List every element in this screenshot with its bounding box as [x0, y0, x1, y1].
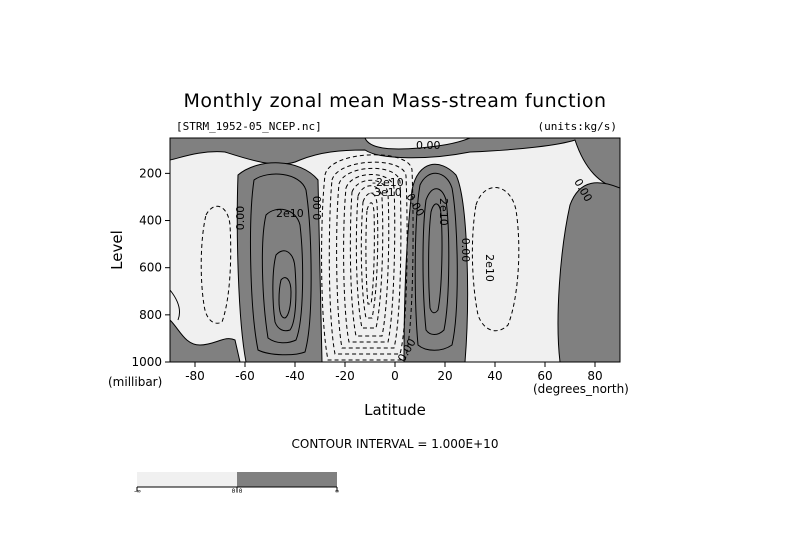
y-units-label: (millibar) — [108, 375, 162, 389]
contour-line — [414, 172, 458, 351]
region-top-positive — [170, 138, 620, 191]
region-northern-polar — [557, 182, 620, 362]
contour-line — [200, 205, 232, 324]
colorbar: -∞ 0.0 ∞ — [133, 472, 339, 495]
y-tick-label: 200 — [139, 166, 162, 180]
y-tick-label: 400 — [139, 214, 162, 228]
chart-title: Monthly zonal mean Mass-stream function — [183, 90, 606, 112]
contour-line — [360, 192, 379, 319]
y-tick-label: 600 — [139, 261, 162, 275]
x-tick-label: 20 — [437, 369, 452, 383]
x-tick-label: 80 — [587, 369, 602, 383]
positive-regions — [170, 138, 620, 362]
x-tick-label: 0 — [391, 369, 399, 383]
contour-line — [336, 167, 402, 349]
x-tick-label: -60 — [235, 369, 255, 383]
colorbar-negative — [137, 472, 237, 487]
region-northern-hadley — [403, 163, 469, 362]
x-tick-label: -40 — [285, 369, 305, 383]
region-south-pole-blob — [170, 319, 241, 362]
units-label: (units:kg/s) — [538, 120, 617, 133]
contour-line — [365, 202, 375, 305]
southern-hadley-contours — [321, 154, 414, 361]
y-tick-label: 800 — [139, 308, 162, 322]
northern-ferrel-contours — [471, 187, 520, 332]
contour-line — [250, 173, 312, 356]
contour-line — [321, 154, 414, 361]
southern-polar-contours — [200, 205, 232, 324]
x-tick-label: -80 — [185, 369, 205, 383]
x-axis-label: Latitude — [364, 401, 426, 419]
x-axis: -80 -60 -40 -20 0 20 40 60 80 — [185, 362, 603, 383]
contour-label: -3e10 — [370, 186, 402, 199]
contour-label: -2e10 — [372, 176, 404, 189]
region-southern-ferrel — [236, 162, 323, 362]
zero-contour-west — [170, 289, 181, 321]
y-tick-label: 1000 — [131, 355, 162, 369]
contour-line — [349, 179, 390, 337]
y-axis-label: Level — [108, 230, 126, 270]
contour-line — [328, 161, 408, 355]
contour-label: 0.00 — [416, 139, 441, 152]
colorbar-label: -∞ — [133, 488, 141, 495]
x-tick-label: 40 — [487, 369, 502, 383]
colorbar-label: ∞ — [335, 488, 339, 495]
contour-line — [261, 208, 304, 344]
contour-line — [428, 203, 443, 314]
x-units-label: (degrees_north) — [533, 382, 629, 396]
contour-interval-note: CONTOUR INTERVAL = 1.000E+10 — [292, 437, 499, 451]
contour-line — [422, 188, 450, 335]
colorbar-label: 0.0 — [232, 488, 243, 495]
contour-label: 0.00 — [234, 206, 247, 231]
contour-label: 2e10 — [276, 207, 304, 220]
contour-line — [343, 174, 396, 343]
contour-label: 0.00 — [311, 196, 324, 221]
file-label: [STRM_1952-05_NCEP.nc] — [176, 120, 322, 133]
colorbar-positive — [237, 472, 337, 487]
plot-area — [170, 138, 620, 362]
x-tick-label: -20 — [335, 369, 355, 383]
contour-line — [278, 277, 292, 319]
northern-hadley-contours — [414, 172, 458, 351]
contour-label: 2e10 — [437, 198, 450, 226]
x-tick-label: 60 — [537, 369, 552, 383]
contour-line — [272, 250, 297, 332]
contour-line — [355, 185, 384, 329]
southern-ferrel-contours — [250, 173, 312, 356]
contour-line — [471, 187, 520, 332]
y-axis: 200 400 600 800 1000 — [131, 166, 170, 369]
contour-label: 0.00 — [459, 238, 472, 263]
contour-label: 2e10 — [483, 254, 496, 282]
